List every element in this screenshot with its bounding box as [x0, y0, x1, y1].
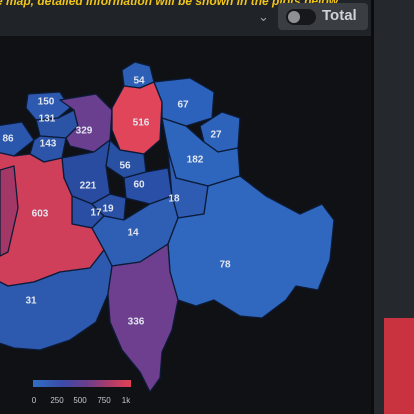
region-label: 60	[133, 179, 145, 191]
map-hint-text: e map, detailed information will be show…	[0, 0, 339, 8]
choropleth-map[interactable]	[0, 0, 372, 414]
region-label: 603	[31, 208, 49, 220]
color-scale-legend	[33, 380, 131, 387]
region-label: 329	[75, 125, 93, 137]
region-86[interactable]	[0, 121, 35, 157]
region-19[interactable]	[91, 193, 127, 221]
region-label: 67	[177, 99, 189, 111]
toggle-knob	[288, 11, 300, 23]
region-label: 86	[2, 133, 14, 145]
region-label: 31	[25, 295, 37, 307]
legend-tick: 250	[50, 396, 64, 405]
chevron-down-icon[interactable]: ⌄	[258, 9, 269, 24]
region-329[interactable]	[59, 93, 113, 153]
legend-tick: 500	[73, 396, 87, 405]
total-toggle[interactable]	[286, 9, 316, 25]
region-label: 143	[39, 138, 57, 150]
region-label: 14	[127, 227, 139, 239]
side-plot-bar	[384, 318, 414, 414]
region-label: 54	[133, 75, 145, 87]
total-toggle-label: Total	[322, 7, 357, 24]
region-label: 27	[210, 129, 222, 141]
region-67[interactable]	[153, 77, 215, 127]
legend-tick: 1k	[121, 396, 131, 405]
total-toggle-container[interactable]: Total	[278, 3, 368, 30]
region-label: 182	[186, 154, 204, 166]
region-label: 19	[102, 203, 114, 215]
region-label: 78	[219, 259, 231, 271]
region-label: 17	[90, 207, 102, 219]
toolbar: e map, detailed information will be show…	[0, 0, 414, 36]
legend-tick: 750	[97, 396, 111, 405]
region-label: 221	[79, 180, 97, 192]
region-label: 516	[132, 117, 150, 129]
region-78[interactable]	[167, 175, 335, 319]
region-label: 18	[168, 193, 180, 205]
region-label: 131	[38, 113, 56, 125]
legend-tick: 0	[31, 396, 37, 405]
region-516[interactable]	[111, 81, 163, 155]
region-603-b	[0, 165, 19, 257]
region-label: 56	[119, 160, 131, 172]
region-label: 150	[37, 96, 55, 108]
region-label: 336	[127, 316, 145, 328]
region-336[interactable]	[107, 243, 179, 393]
